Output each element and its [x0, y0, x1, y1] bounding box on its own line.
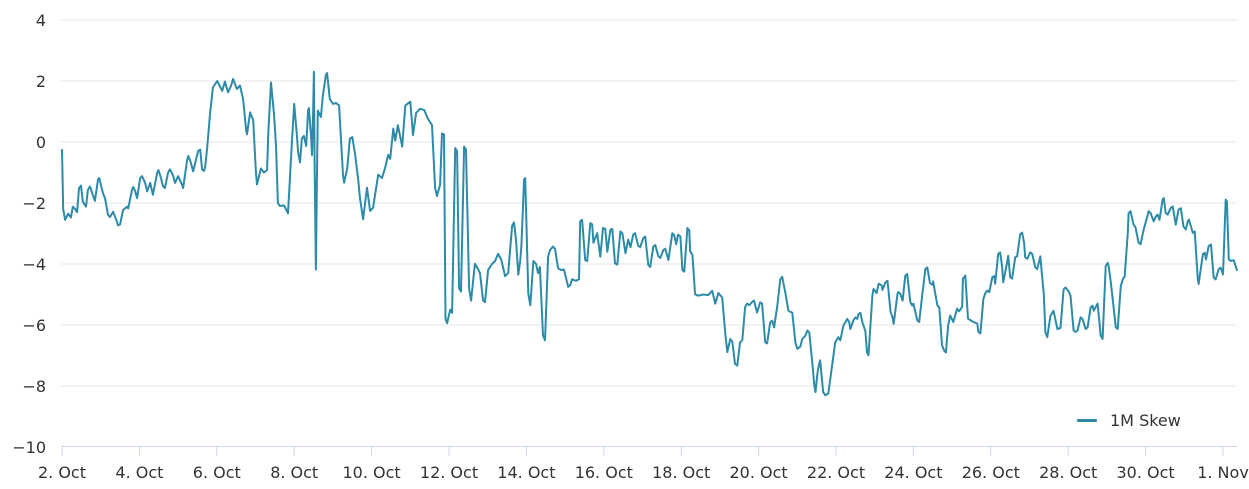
- x-axis-label: 1. Nov: [1197, 463, 1249, 482]
- x-axis-label: 20. Oct: [729, 463, 787, 482]
- x-axis-label: 30. Oct: [1116, 463, 1174, 482]
- x-axis-label: 16. Oct: [575, 463, 633, 482]
- x-axis-label: 28. Oct: [1039, 463, 1097, 482]
- x-axis-label: 2. Oct: [38, 463, 86, 482]
- x-axis-label: 22. Oct: [807, 463, 865, 482]
- x-axis-label: 10. Oct: [342, 463, 400, 482]
- series-line-1m-skew[interactable]: [61, 70, 1238, 397]
- x-axis-label: 6. Oct: [193, 463, 241, 482]
- x-axis-label: 18. Oct: [652, 463, 710, 482]
- x-axis-label: 14. Oct: [497, 463, 555, 482]
- y-axis-label: −8: [22, 377, 46, 396]
- y-axis-label: −10: [12, 438, 46, 457]
- legend-line-icon: [1077, 418, 1097, 422]
- y-axis-label: −4: [22, 255, 46, 274]
- x-axis-label: 12. Oct: [420, 463, 478, 482]
- y-axis-label: 0: [36, 133, 46, 152]
- x-axis-label: 26. Oct: [962, 463, 1020, 482]
- legend-item-1m-skew[interactable]: 1M Skew: [1077, 409, 1181, 431]
- legend-label: 1M Skew: [1110, 410, 1181, 430]
- x-axis-label: 4. Oct: [115, 463, 163, 482]
- y-axis-label: −2: [22, 194, 46, 213]
- y-axis-label: 4: [36, 11, 46, 30]
- x-axis-label: 24. Oct: [884, 463, 942, 482]
- x-axis-label: 8. Oct: [270, 463, 318, 482]
- y-axis-label: 2: [36, 72, 46, 91]
- y-axis-label: −6: [22, 316, 46, 335]
